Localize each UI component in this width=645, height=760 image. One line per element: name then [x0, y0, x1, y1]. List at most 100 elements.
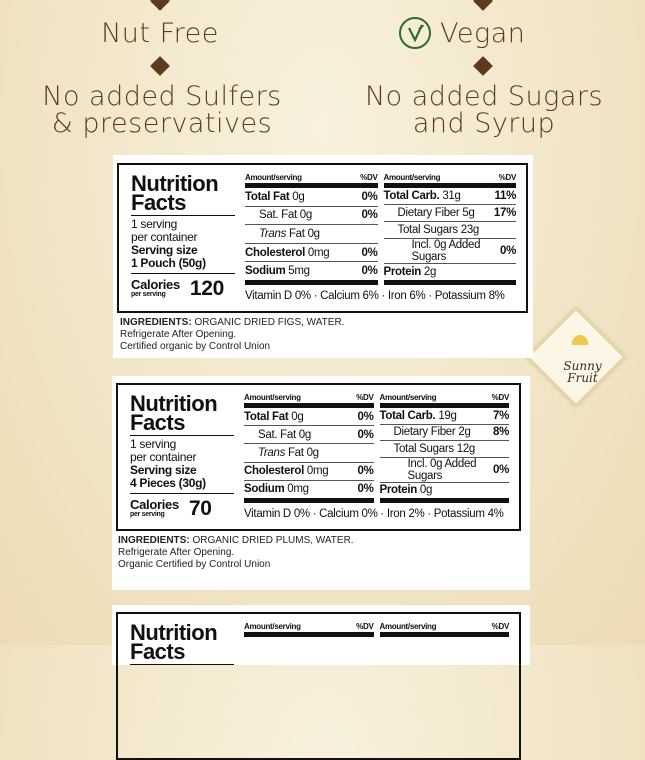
- nutrient-name: Dietary Fiber 5g: [384, 207, 475, 219]
- nutrient-column: Amount/serving %DV Total Carb. 31g 11% Dieta…: [383, 171, 517, 285]
- nutrient-row: Protein 2g: [384, 264, 517, 280]
- nutrient-row: Dietary Fiber 5g 17%: [383, 205, 516, 222]
- nutrient-name: Sat. Fat 0g: [244, 429, 311, 441]
- nutrient-label: Protein: [379, 484, 418, 497]
- nutrition-facts-label: Nutrition Facts Amount/serving %DV Amount/se…: [116, 612, 521, 760]
- nutrient-dv: 0%: [499, 245, 516, 257]
- column-header: Amount/serving %DV: [245, 171, 378, 183]
- nutrient-name: Cholesterol 0mg: [245, 246, 330, 259]
- column-header: Amount/serving %DV: [380, 391, 510, 403]
- nutrient-dv: 0%: [357, 465, 374, 478]
- nutrient-name: Sat. Fat 0g: [245, 209, 312, 221]
- servings-info: 1 serving per container Serving size 4 Piec…: [130, 436, 234, 494]
- nutrient-amount: 0g: [291, 410, 304, 423]
- nutrient-amount: 23g: [460, 224, 480, 236]
- sunny-fruit-logo-text: Sunny Fruit: [563, 359, 602, 385]
- nutrient-row: Trans Fat 0g: [245, 225, 378, 244]
- claim-no-sulfers: No added Sulfers & preservatives: [12, 83, 312, 137]
- thick-divider: [379, 632, 509, 637]
- nutrient-label: Total Fat: [244, 410, 289, 423]
- nutrient-label: Cholesterol: [245, 246, 305, 259]
- nutrient-name: Trans Fat 0g: [245, 228, 320, 240]
- nutrient-dv: 0%: [357, 483, 374, 496]
- calories-label: Calories per serving: [131, 277, 180, 299]
- label-left-section: Nutrition Facts 1 serving per container Serv…: [130, 391, 234, 525]
- nutrient-name: Protein 0g: [380, 484, 433, 496]
- nutrient-row: Trans Fat 0g: [244, 444, 374, 463]
- nutrient-label: Sat. Fat: [259, 209, 297, 222]
- dv-header: %DV: [356, 392, 374, 402]
- nutrition-facts-title: Nutrition Facts: [131, 171, 235, 216]
- nutrient-amount: 31g: [442, 190, 461, 202]
- serving-size-value: 4 Pieces (30g): [130, 476, 206, 490]
- nutrient-label: Incl. 0g Added Sugars: [407, 457, 477, 482]
- nutrient-label: Trans: [259, 227, 287, 240]
- nutrient-amount: 0mg: [287, 483, 309, 496]
- nutrient-dv: 17%: [493, 207, 516, 219]
- nutrient-amount: 19g: [438, 409, 457, 422]
- nutrient-row: Protein 0g: [380, 483, 510, 499]
- nutrient-dv: 0%: [492, 463, 509, 476]
- diamond-bullet: [150, 0, 170, 11]
- ingredients-text: ORGANIC DRIED FIGS, WATER.: [194, 317, 345, 328]
- servings-line: 1 serving: [131, 217, 177, 231]
- nutrient-row: Total Sugars 12g: [379, 441, 509, 458]
- claim-line: and Syrup: [412, 108, 556, 139]
- title-line: Facts: [131, 190, 186, 215]
- amount-header: Amount/serving: [379, 621, 437, 631]
- nutrient-row: Cholesterol 0mg 0%: [244, 463, 374, 481]
- thick-divider: [379, 403, 509, 408]
- serving-size-value: 1 Pouch (50g): [131, 256, 206, 270]
- nutrient-columns: Amount/serving %DV Total Fat 0g 0% Sat. Fat …: [245, 171, 516, 285]
- nutrient-label: Total Sugars: [397, 224, 459, 236]
- nutrient-amount: Fat 0g: [287, 447, 319, 459]
- nutrient-dv: 0%: [361, 209, 378, 222]
- nutrient-dv: 0%: [361, 265, 378, 278]
- sunny-fruit-logo: [526, 307, 626, 407]
- vitamins-line: Vitamin D 0% · Calcium 6% · Iron 6% · Po…: [245, 290, 505, 302]
- dv-header: %DV: [356, 621, 374, 631]
- nutrient-amount: 5g: [462, 207, 475, 219]
- nutrition-facts-label: Nutrition Facts 1 serving per container Serv…: [116, 383, 521, 531]
- nutrient-amount: 0mg: [306, 465, 329, 478]
- claim-vegan: Vegan: [440, 18, 526, 49]
- nutrient-columns: Amount/serving %DV Total Fat 0g 0% Sat. Fat …: [244, 391, 509, 503]
- servings-info: 1 serving per container Serving size 1 Pouc…: [131, 216, 235, 274]
- label-left-section: Nutrition Facts 1 serving per container Serv…: [131, 171, 235, 307]
- nutrient-label: Total Sugars: [393, 442, 455, 455]
- vitamins-line: Vitamin D 0% · Calcium 0% · Iron 2% · Po…: [244, 508, 504, 520]
- dv-header: %DV: [360, 172, 378, 182]
- title-line: Nutrition: [130, 620, 218, 645]
- serving-size-label: Serving size: [130, 463, 197, 477]
- nutrient-name: Protein 2g: [384, 266, 437, 278]
- nutrient-dv: 0%: [357, 428, 374, 441]
- nutrient-amount: 0mg: [307, 246, 330, 259]
- claim-line: No added Sulfers: [42, 81, 282, 112]
- label-nutrients: Amount/serving %DV Total Fat 0g 0% Sat. Fat …: [245, 171, 516, 307]
- nutrient-label: Total Fat: [245, 190, 290, 203]
- calories-value: 120: [189, 277, 225, 300]
- nutrient-columns: Amount/serving %DV Amount/serving %DV: [244, 620, 509, 754]
- label-panel: [113, 155, 533, 358]
- nutrient-column: Amount/serving %DV: [244, 620, 374, 754]
- nutrient-amount: 12g: [456, 442, 476, 455]
- nutrient-label: Trans: [258, 447, 286, 459]
- nutrient-amount: 2g: [458, 426, 471, 439]
- nutrient-name: Total Fat 0g: [245, 190, 305, 203]
- thick-divider: [244, 632, 374, 637]
- nutrient-row: Sat. Fat 0g 0%: [245, 207, 378, 226]
- nutrient-row: Sodium 5mg 0%: [245, 262, 378, 280]
- nutrition-facts-title: Nutrition Facts: [130, 391, 234, 436]
- dv-header: %DV: [491, 621, 510, 631]
- calories-text: Calories: [131, 277, 180, 292]
- servings-line: per container: [130, 450, 197, 464]
- nutrient-label: Total Carb.: [379, 409, 436, 422]
- diamond-bullet: [150, 56, 170, 76]
- nutrient-name: Total Sugars 12g: [380, 443, 476, 455]
- ingredients-text: ORGANIC DRIED PLUMS, WATER.: [192, 535, 354, 546]
- diamond-bullet: [473, 0, 493, 11]
- nutrient-name: Total Carb. 19g: [380, 410, 457, 422]
- rows: Total Carb. 19g 7% Dietary Fiber 2g 8% Total…: [379, 408, 510, 499]
- label-note: Certified organic by Control Union: [120, 341, 271, 352]
- nutrient-amount: 0g: [292, 190, 305, 203]
